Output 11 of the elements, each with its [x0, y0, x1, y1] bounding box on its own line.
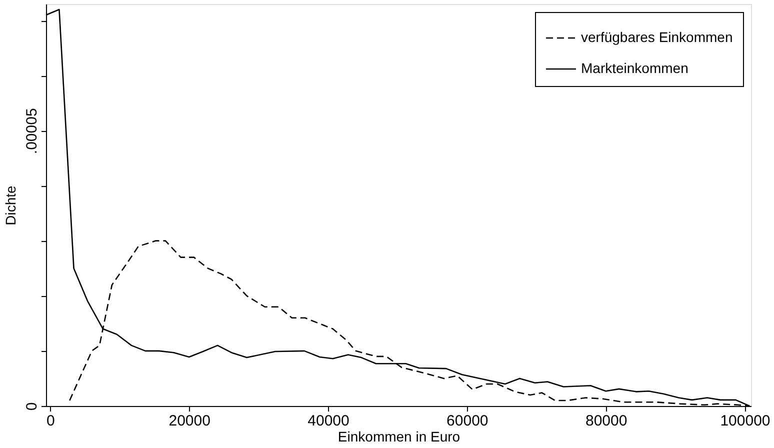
x-tick-label: 100000 [720, 412, 770, 430]
legend-label: Markteinkommen [581, 60, 688, 76]
x-tick-label: 60000 [446, 412, 488, 430]
y-axis-title: Dichte [2, 185, 18, 226]
legend-label: verfügbares Einkommen [581, 29, 733, 45]
y-tick-label: .00005 [24, 108, 40, 154]
x-tick-label: 20000 [168, 412, 210, 430]
x-tick-label: 40000 [308, 412, 350, 430]
x-axis-title: Einkommen in Euro [338, 428, 460, 444]
x-tick-label: 80000 [585, 412, 628, 430]
x-tick-label: 0 [46, 412, 55, 430]
